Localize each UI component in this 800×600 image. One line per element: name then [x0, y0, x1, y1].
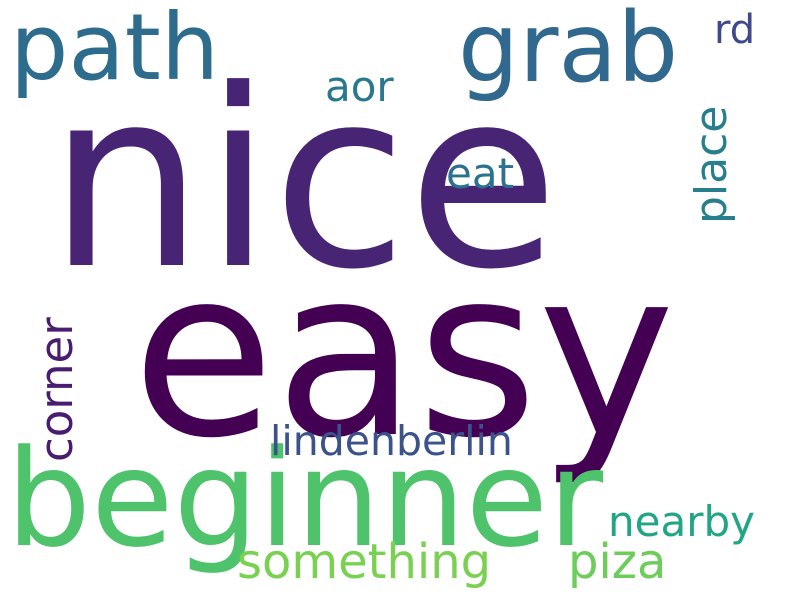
word-nice: nice: [48, 38, 559, 324]
word-place: place: [686, 105, 737, 224]
word-eat: eat: [446, 149, 515, 198]
word-aor: aor: [325, 62, 394, 111]
word-easy: easy: [132, 219, 676, 489]
word-rd: rd: [714, 7, 756, 53]
word-grab: grab: [458, 0, 679, 104]
word-corner: corner: [30, 317, 83, 462]
word-piza: piza: [568, 534, 667, 590]
word-something: something: [237, 534, 492, 590]
word-beginner: beginner: [6, 421, 604, 577]
word-nearby: nearby: [608, 497, 755, 546]
word-path: path: [10, 0, 220, 101]
word-lindenberlin: lindenberlin: [270, 417, 513, 465]
